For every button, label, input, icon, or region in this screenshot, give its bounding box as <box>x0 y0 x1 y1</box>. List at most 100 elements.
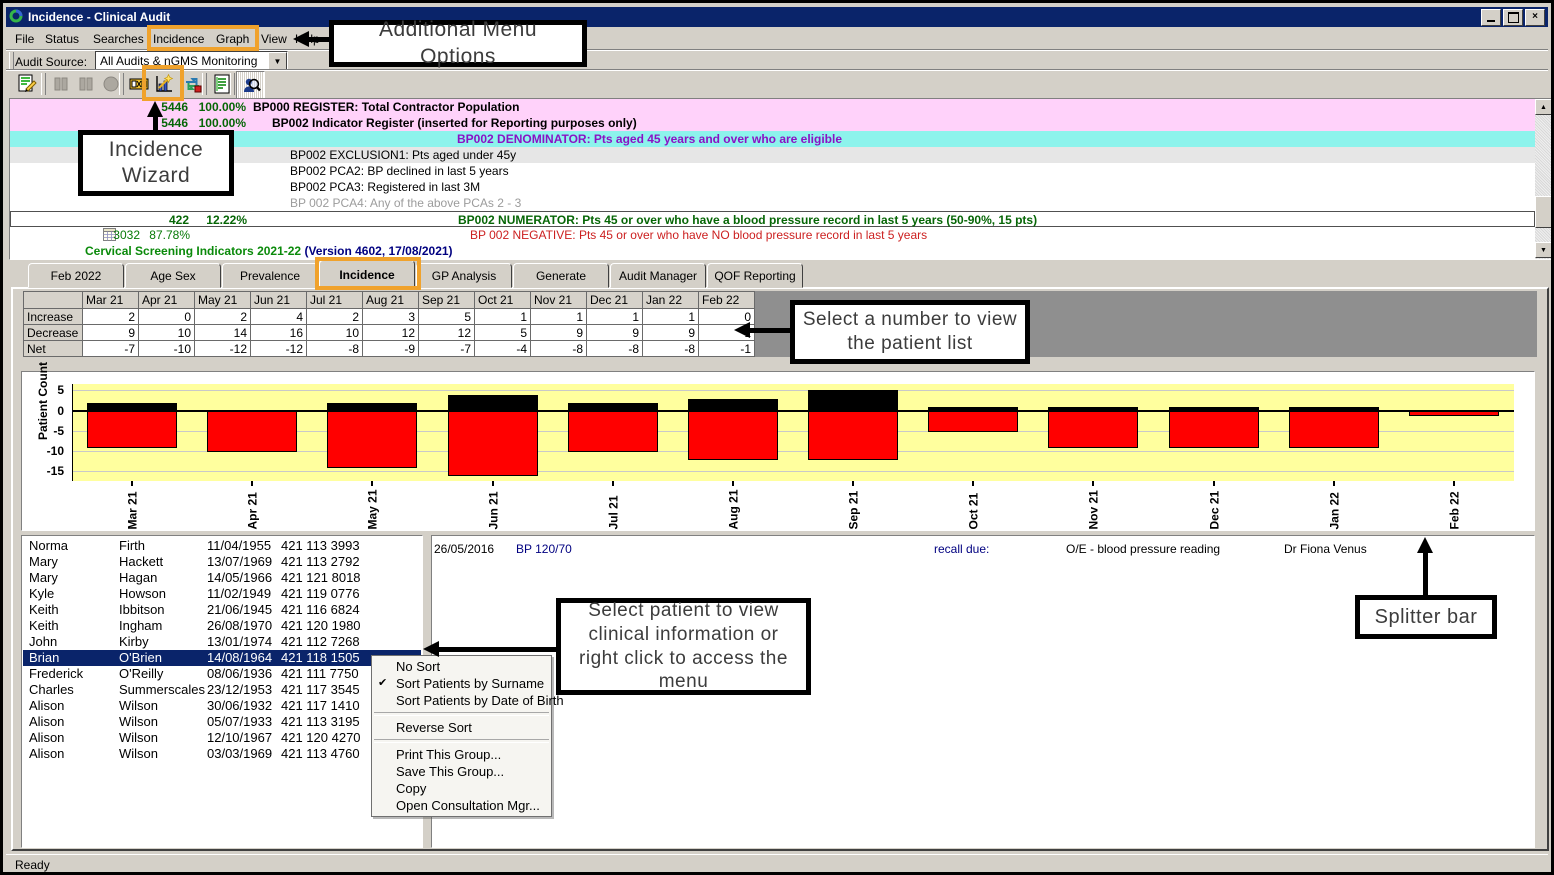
patient-row[interactable]: Keith Ingham 26/08/1970 421 120 1980 <box>23 618 421 634</box>
menu-item-searches[interactable]: Searches <box>93 32 144 46</box>
grid-value-cell[interactable]: 9 <box>530 324 587 341</box>
transfer-button[interactable] <box>179 71 206 97</box>
scrollbar-thumb[interactable] <box>1535 196 1551 228</box>
grid-value-cell[interactable]: -7 <box>82 340 139 357</box>
grid-value-cell[interactable]: -1 <box>698 340 755 357</box>
grid-value-cell[interactable]: 9 <box>642 324 699 341</box>
bar-decrease-nov-21[interactable] <box>1048 410 1139 449</box>
scroll-down-icon[interactable]: ▼ <box>1535 242 1551 258</box>
grid-value-cell[interactable]: 1 <box>474 308 531 325</box>
tab-audit-manager[interactable]: Audit Manager <box>610 263 706 288</box>
title-bar[interactable]: Incidence - Clinical Audit × <box>6 7 1548 27</box>
audit-list-scrollbar[interactable]: ▲ ▼ <box>1535 99 1551 259</box>
menu-item-status[interactable]: Status <box>45 32 80 46</box>
patient-row[interactable]: John Kirby 13/01/1974 421 112 7268 <box>23 634 421 650</box>
grid-value-cell[interactable]: -8 <box>530 340 587 357</box>
context-menu-item-no-sort[interactable]: No Sort <box>396 659 441 674</box>
bar-increase-dec-21[interactable] <box>1168 406 1259 411</box>
minimize-button[interactable] <box>1481 8 1501 26</box>
grid-value-cell[interactable]: 14 <box>194 324 251 341</box>
context-menu-item-open-consultation-mgr[interactable]: Open Consultation Mgr... <box>396 798 540 813</box>
scroll-up-icon[interactable]: ▲ <box>1535 99 1551 115</box>
grid-value-cell[interactable]: 10 <box>306 324 363 341</box>
grid-value-cell[interactable]: -7 <box>418 340 475 357</box>
grid-value-cell[interactable]: 9 <box>82 324 139 341</box>
grid-value-cell[interactable]: 0 <box>138 308 195 325</box>
bar-increase-jun-21[interactable] <box>447 394 538 411</box>
tab-feb-2022[interactable]: Feb 2022 <box>28 263 124 288</box>
tab-age-sex[interactable]: Age Sex <box>125 263 221 288</box>
patient-row[interactable]: Frederick O'Reilly 08/06/1936 421 111 7750 <box>23 666 421 682</box>
audit-row[interactable]: 5446 100.00% BP000 REGISTER: Total Contrac… <box>10 99 1535 115</box>
grid-value-cell[interactable]: -9 <box>362 340 419 357</box>
grid-value-cell[interactable]: 0 <box>698 308 755 325</box>
tab-generate[interactable]: Generate <box>513 263 609 288</box>
grid-value-cell[interactable]: -12 <box>194 340 251 357</box>
grid-value-cell[interactable]: 4 <box>250 308 307 325</box>
audit-row[interactable]: 3032 87.78% BP 002 NEGATIVE: Pts 45 or ove… <box>10 227 1535 243</box>
bar-decrease-may-21[interactable] <box>327 410 418 469</box>
edit-audit-button[interactable] <box>13 71 40 97</box>
bar-increase-sep-21[interactable] <box>808 390 899 411</box>
grid-value-cell[interactable]: -8 <box>306 340 363 357</box>
audit-row[interactable]: 5446 100.00% BP002 Indicator Register (ins… <box>10 115 1535 131</box>
grid-value-cell[interactable]: 1 <box>586 308 643 325</box>
bar-increase-jan-22[interactable] <box>1288 406 1379 411</box>
audit-row[interactable]: Cervical Screening Indicators 2021-22 (V… <box>10 243 1535 259</box>
patient-row[interactable]: Alison Wilson 12/10/1967 421 120 4270 <box>23 730 421 746</box>
grid-value-cell[interactable]: 10 <box>138 324 195 341</box>
bar-decrease-aug-21[interactable] <box>687 410 778 461</box>
patient-row[interactable]: Mary Hagan 14/05/1966 421 121 8018 <box>23 570 421 586</box>
patient-row[interactable]: Alison Wilson 03/03/1969 421 113 4760 <box>23 746 421 762</box>
menu-item-graph[interactable]: Graph <box>216 32 250 46</box>
close-button[interactable]: × <box>1525 8 1545 26</box>
incidence-wizard-button[interactable] <box>150 71 177 97</box>
grid-value-cell[interactable]: 2 <box>82 308 139 325</box>
bar-increase-may-21[interactable] <box>327 402 418 411</box>
audit-list[interactable]: ▲ ▼ 5446 100.00% BP000 REGISTER: Total Con… <box>9 98 1551 260</box>
context-menu-item-sort-patients-by-date-of-birth[interactable]: Sort Patients by Date of Birth <box>396 693 564 708</box>
tab-prevalence[interactable]: Prevalence <box>222 263 318 288</box>
grid-value-cell[interactable]: 5 <box>418 308 475 325</box>
menu-item-incidence[interactable]: Incidence <box>153 32 205 46</box>
grid-value-cell[interactable]: 2 <box>194 308 251 325</box>
grid-value-cell[interactable]: -10 <box>138 340 195 357</box>
grid-value-cell[interactable]: -12 <box>250 340 307 357</box>
grid-value-cell[interactable]: -8 <box>642 340 699 357</box>
bar-increase-nov-21[interactable] <box>1048 406 1139 411</box>
bar-decrease-jan-22[interactable] <box>1288 410 1379 449</box>
bar-decrease-oct-21[interactable] <box>928 410 1019 432</box>
audit-count[interactable]: 3032 <box>113 228 140 242</box>
bar-decrease-sep-21[interactable] <box>808 410 899 461</box>
audit-row[interactable]: BP002 DENOMINATOR: Pts aged 45 years and… <box>10 131 1535 147</box>
bar-increase-oct-21[interactable] <box>928 406 1019 411</box>
audit-count[interactable]: 5446 <box>161 100 188 114</box>
bar-decrease-apr-21[interactable] <box>207 410 298 453</box>
patient-row[interactable]: Mary Hackett 13/07/1969 421 113 2792 <box>23 554 421 570</box>
bar-decrease-jul-21[interactable] <box>567 410 658 453</box>
menu-item-file[interactable]: File <box>15 32 35 46</box>
audit-count[interactable]: 5446 <box>161 116 188 130</box>
bar-decrease-mar-21[interactable] <box>87 410 178 449</box>
audit-count[interactable]: 422 <box>168 213 189 227</box>
patient-row[interactable]: Kyle Howson 11/02/1949 421 119 0776 <box>23 586 421 602</box>
patient-row[interactable]: Brian O'Brien 14/08/1964 421 118 1505 <box>23 650 421 666</box>
bar-increase-jul-21[interactable] <box>567 402 658 411</box>
grid-value-cell[interactable]: -8 <box>586 340 643 357</box>
patient-row[interactable]: Alison Wilson 05/07/1933 421 113 3195 <box>23 714 421 730</box>
grid-value-cell[interactable]: 12 <box>362 324 419 341</box>
grid-value-cell[interactable]: 12 <box>418 324 475 341</box>
patient-search-button[interactable] <box>236 71 265 99</box>
maximize-button[interactable] <box>1503 8 1523 26</box>
tab-qof-reporting[interactable]: QOF Reporting <box>707 263 803 288</box>
audit-row[interactable]: 422 12.22% BP002 NUMERATOR: Pts 45 or over… <box>10 211 1535 227</box>
grid-value-cell[interactable]: 2 <box>306 308 363 325</box>
audit-row[interactable]: BP002 EXCLUSION1: Pts aged under 45y <box>10 147 1535 163</box>
grid-value-cell[interactable]: 1 <box>642 308 699 325</box>
grid-value-cell[interactable]: 5 <box>474 324 531 341</box>
grid-value-cell[interactable]: -4 <box>474 340 531 357</box>
context-menu-item-print-this-group[interactable]: Print This Group... <box>396 747 502 762</box>
bar-increase-mar-21[interactable] <box>87 402 178 411</box>
audit-row[interactable]: BP 002 PCA4: Any of the above PCAs 2 - 3 <box>10 195 1535 211</box>
context-menu-item-save-this-group[interactable]: Save This Group... <box>396 764 505 779</box>
